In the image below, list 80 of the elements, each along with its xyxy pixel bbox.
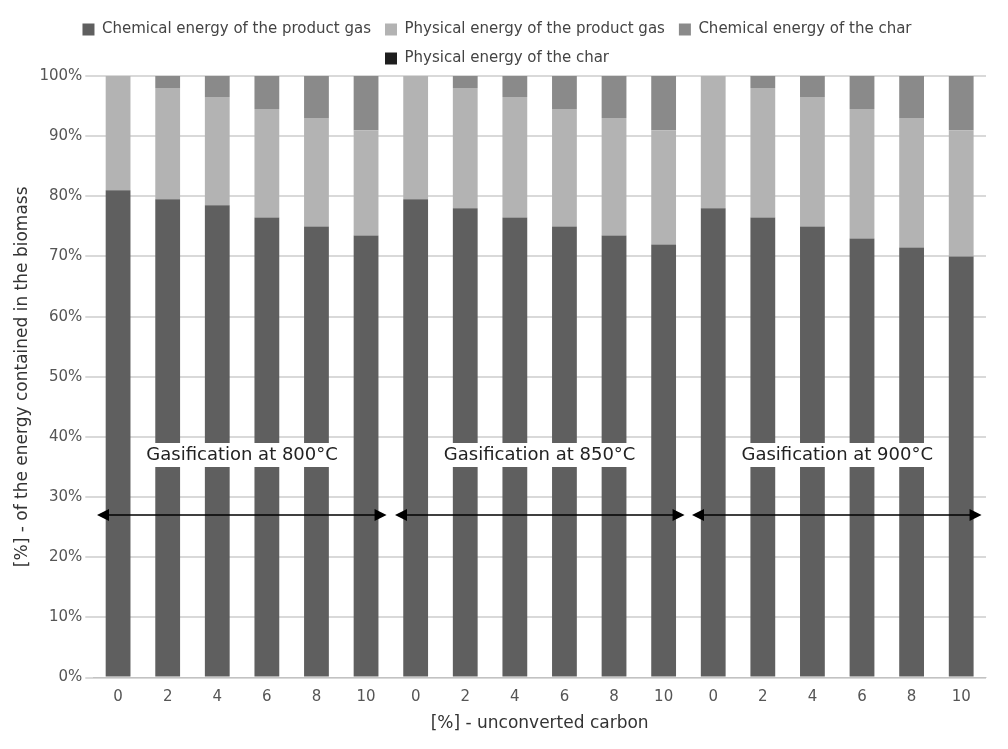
annotation: Gasification at 850°C xyxy=(443,442,636,464)
bar xyxy=(353,130,379,236)
bar xyxy=(105,190,131,677)
bar xyxy=(552,109,577,227)
bar xyxy=(254,109,280,218)
annotation: Gasification at 900°C xyxy=(741,442,933,464)
bar xyxy=(601,76,627,119)
x-tick-label: 10 xyxy=(654,687,674,706)
x-tick-label: 6 xyxy=(857,687,867,706)
bar xyxy=(403,76,429,200)
bar xyxy=(948,76,974,131)
bar xyxy=(502,76,528,98)
x-tick-label: 8 xyxy=(311,687,322,706)
bar xyxy=(155,88,181,200)
bar xyxy=(452,76,478,89)
x-tick-label: 2 xyxy=(162,687,173,706)
bar xyxy=(204,97,230,206)
bar xyxy=(849,76,875,110)
y-tick-label: 50% xyxy=(48,366,83,385)
bar xyxy=(452,88,478,209)
x-tick-label: 6 xyxy=(559,687,570,706)
bar xyxy=(700,76,726,209)
x-tick-label: 2 xyxy=(460,687,471,706)
bar xyxy=(403,199,429,677)
y-tick-label: 20% xyxy=(48,547,83,566)
bar xyxy=(304,118,329,227)
y-tick-label: 80% xyxy=(48,186,83,205)
y-tick-label: 70% xyxy=(48,246,83,265)
x-tick-label: 10 xyxy=(356,687,376,706)
bar xyxy=(254,217,280,677)
legend-label: Chemical energy of the char xyxy=(698,19,913,38)
y-tick-label: 0% xyxy=(58,667,83,686)
x-tick-label: 8 xyxy=(609,687,619,706)
bar xyxy=(700,208,726,677)
bar xyxy=(948,256,974,677)
bar xyxy=(800,97,825,227)
bar xyxy=(304,76,329,119)
bar xyxy=(899,76,925,119)
y-tick-label: 10% xyxy=(48,607,83,626)
y-axis-title: [%] - of the energy contained in the biomass xyxy=(10,186,31,568)
bar xyxy=(849,238,875,677)
x-tick-label: 4 xyxy=(212,687,223,706)
bar xyxy=(353,76,379,131)
x-tick-label: 0 xyxy=(410,687,421,706)
bar xyxy=(155,76,181,89)
x-axis-title: [%] - unconverted carbon xyxy=(430,712,649,733)
bar xyxy=(750,76,776,89)
x-tick-label: 0 xyxy=(708,687,718,706)
legend-label: Chemical energy of the product gas xyxy=(101,19,372,38)
y-tick-label: 60% xyxy=(48,306,83,325)
y-tick-label: 90% xyxy=(48,126,83,145)
x-tick-label: 10 xyxy=(951,687,971,706)
x-tick-label: 4 xyxy=(510,687,520,706)
x-tick-label: 4 xyxy=(807,687,818,706)
bar xyxy=(552,226,577,677)
x-tick-label: 8 xyxy=(906,687,917,706)
bar xyxy=(651,76,677,131)
x-tick-label: 2 xyxy=(758,687,768,706)
bar xyxy=(651,244,677,677)
bar xyxy=(105,76,131,191)
legend-label: Physical energy of the char xyxy=(404,48,610,67)
bar xyxy=(800,76,825,98)
x-tick-label: 0 xyxy=(113,687,123,706)
bar xyxy=(552,76,577,110)
x-tick-label: 6 xyxy=(262,687,272,706)
y-tick-label: 100% xyxy=(39,65,83,84)
legend-label: Physical energy of the product gas xyxy=(404,19,666,38)
bar xyxy=(254,76,280,110)
bar xyxy=(899,118,925,248)
bar xyxy=(601,118,627,236)
bar xyxy=(204,76,230,98)
bar xyxy=(750,88,776,218)
y-tick-label: 30% xyxy=(48,487,83,506)
bar xyxy=(651,130,677,245)
bar xyxy=(502,97,528,218)
bar xyxy=(353,235,379,677)
y-tick-label: 40% xyxy=(48,426,83,445)
bar xyxy=(849,109,875,239)
bar xyxy=(948,130,974,257)
annotation: Gasification at 800°C xyxy=(146,442,338,464)
